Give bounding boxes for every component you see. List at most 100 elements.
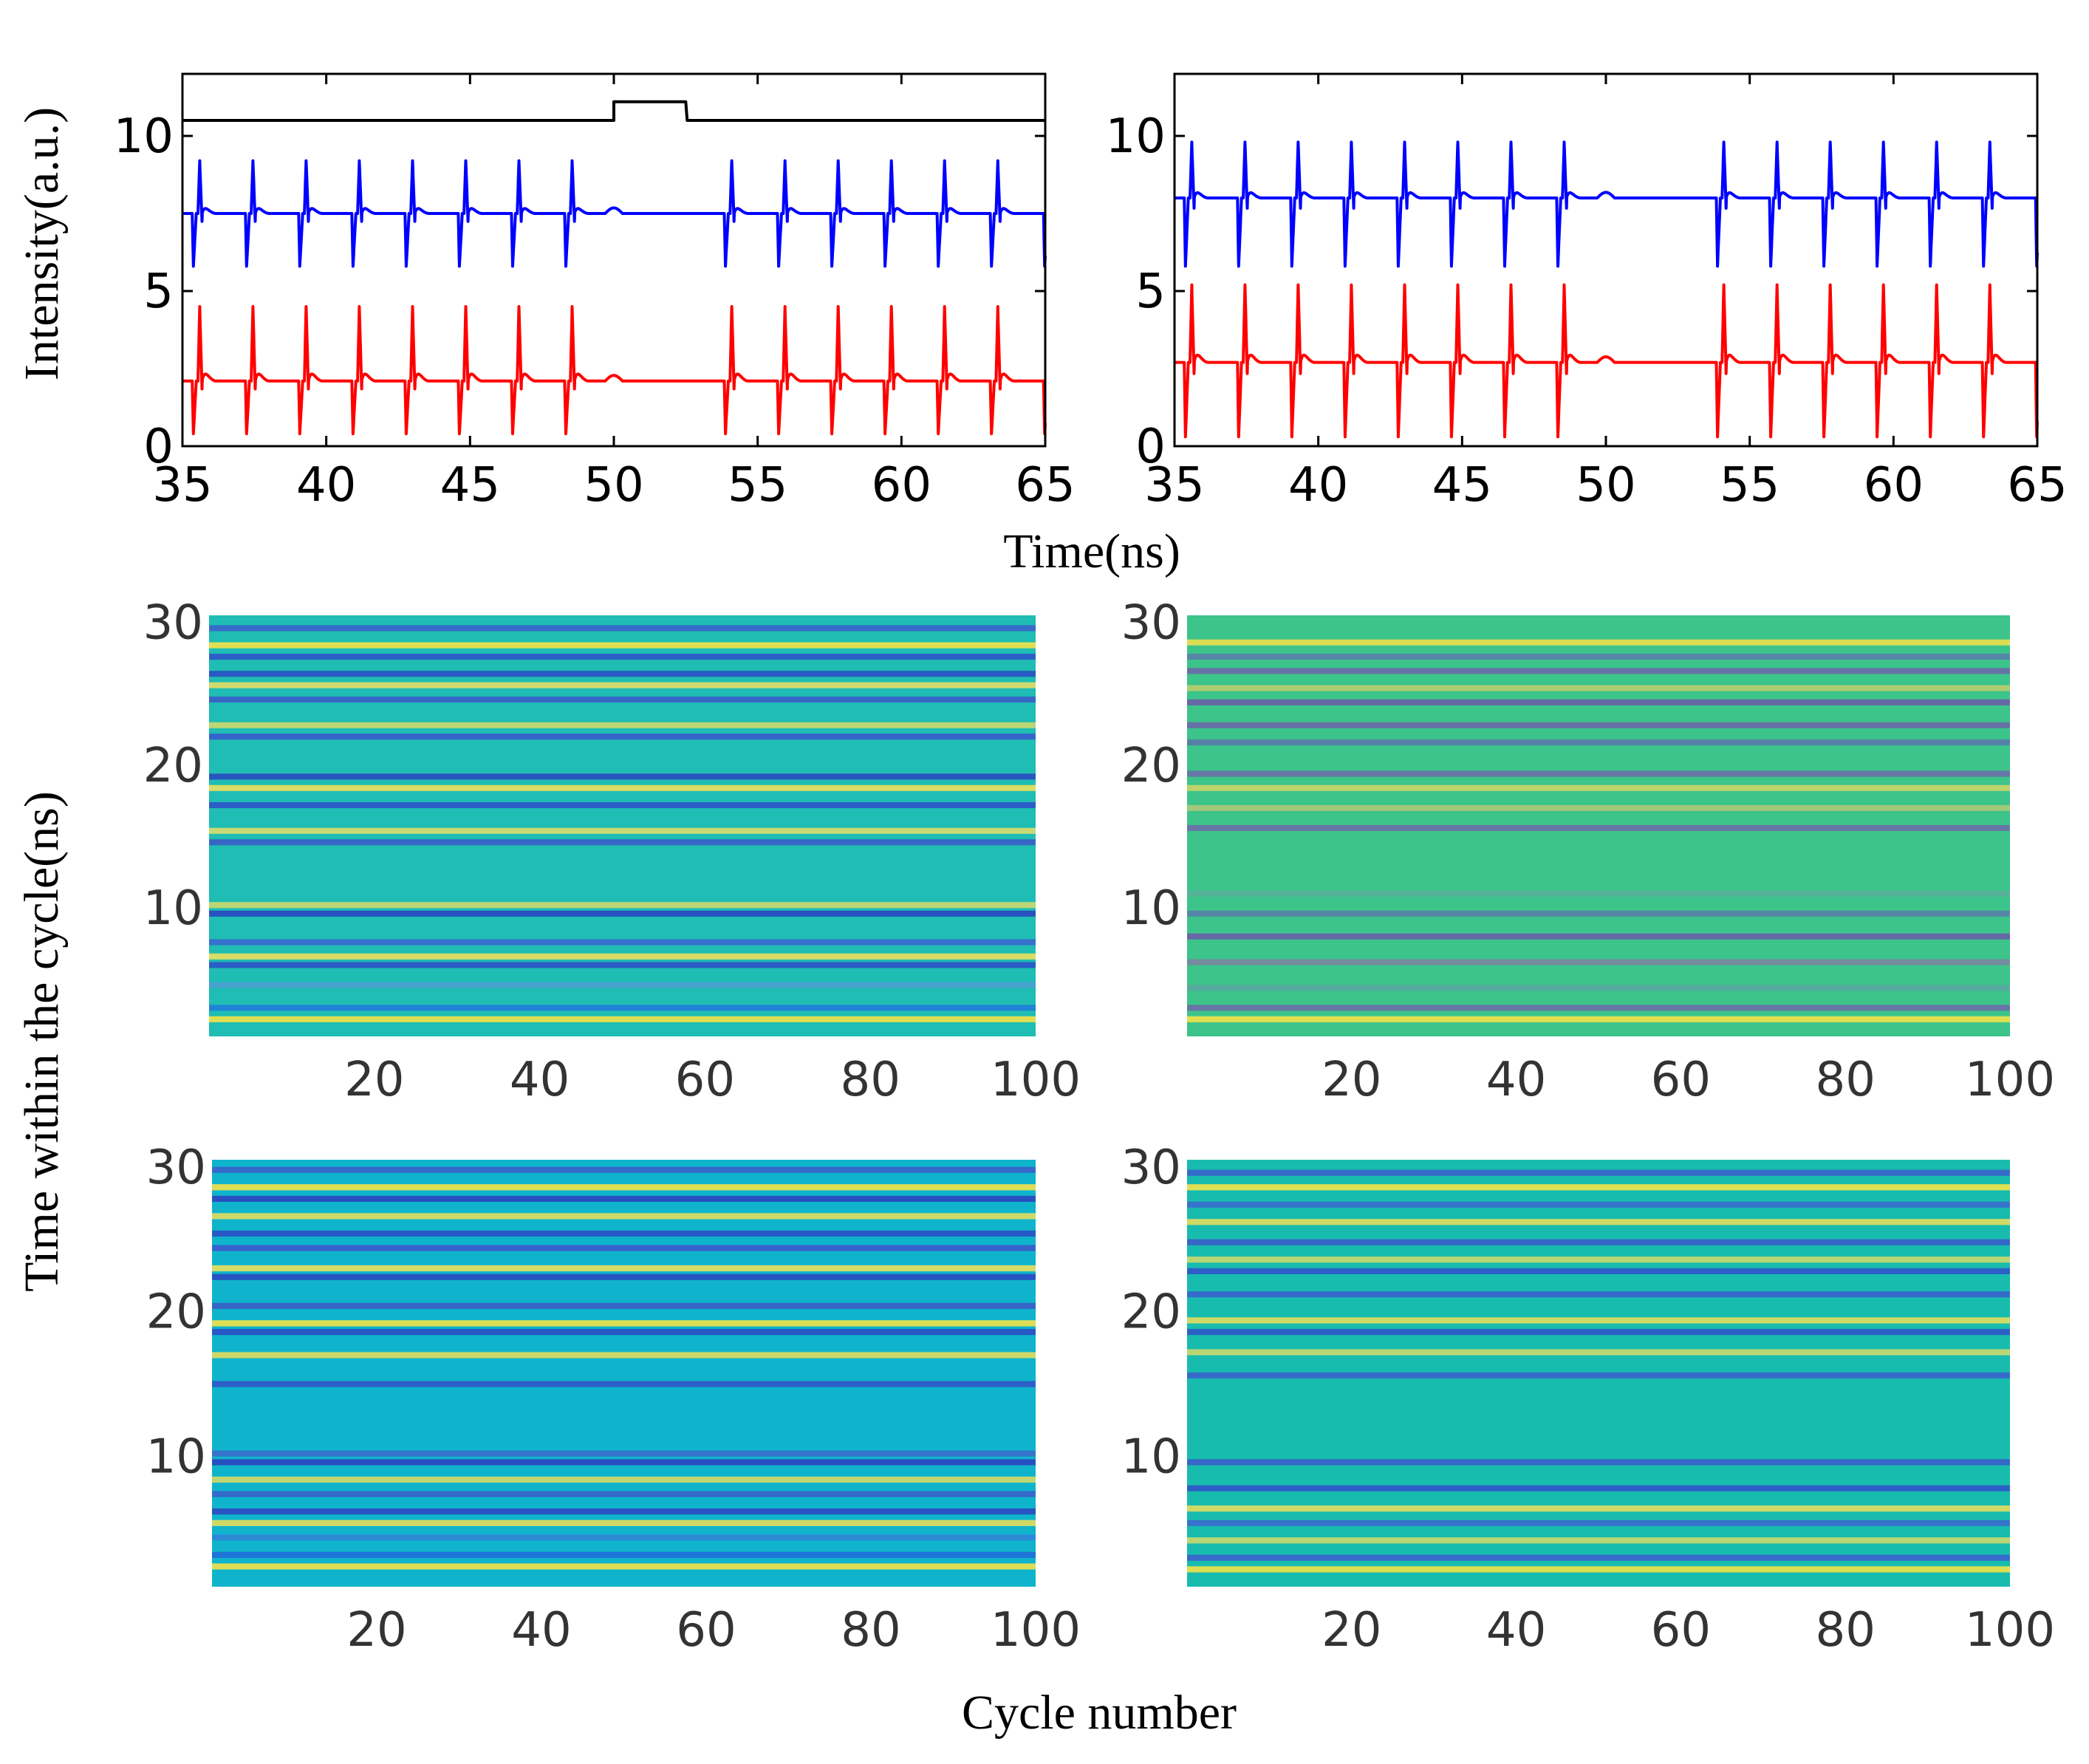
heatmap-stripe-a1 <box>209 784 1036 791</box>
heatmap-stripe-b1 <box>1187 685 2010 691</box>
heatmap-stripe-a2 <box>212 1551 1036 1559</box>
x-tick-label-a1: 60 <box>675 1053 735 1107</box>
heatmap-stripe-b1 <box>1187 804 2010 811</box>
y-tick-label-a: 5 <box>143 264 174 319</box>
x-tick-label-b1: 100 <box>1965 1053 2055 1107</box>
x-tick-label-a2: 40 <box>511 1603 571 1658</box>
x-tick-label-b2: 60 <box>1651 1603 1711 1658</box>
chart-panel-a1: 20 40 60 80 100 10 20 30 <box>143 596 1081 1107</box>
heatmap-stripe-a2 <box>212 1459 1036 1466</box>
x-tick-label-b: 35 <box>1144 458 1204 513</box>
heatmap-stripe-b2 <box>1187 1372 2010 1379</box>
heatmap-stripe-b2 <box>1187 1566 2010 1573</box>
y-tick-label-b2: 20 <box>1121 1285 1181 1340</box>
heatmap-stripe-b1 <box>1187 784 2010 791</box>
heatmap-stripe-a2 <box>212 1230 1036 1237</box>
heatmap-stripe-a2 <box>212 1213 1036 1220</box>
heatmap-stripe-b2 <box>1187 1459 2010 1466</box>
x-tick-label-b2: 20 <box>1322 1603 1381 1658</box>
y-tick-label-a1: 30 <box>143 596 203 651</box>
heatmap-stripe-a1 <box>209 1005 1036 1011</box>
heatmap-stripe-b2 <box>1187 1291 2010 1298</box>
chart-panel-b1: 20 40 60 80 100 10 20 30 <box>1121 596 2056 1107</box>
heatmap-stripe-b1 <box>1187 933 2010 940</box>
x-tick-label-b: 65 <box>2007 458 2067 513</box>
heatmap-stripe-a1 <box>209 902 1036 909</box>
x-tick-label-a2: 60 <box>676 1603 736 1658</box>
x-tick-label-b1: 80 <box>1815 1053 1875 1107</box>
y-tick-label-a2: 10 <box>146 1430 206 1485</box>
heatmap-stripe-a1 <box>209 982 1036 988</box>
x-tick-label-b2: 40 <box>1486 1603 1546 1658</box>
x-tick-label-b: 55 <box>1720 458 1779 513</box>
heatmap-stripe-a1 <box>209 801 1036 809</box>
heatmap-stripe-a1 <box>209 827 1036 834</box>
y-tick-label-b2: 30 <box>1121 1141 1181 1195</box>
y-tick-label-a1: 20 <box>143 739 203 793</box>
heatmap-stripe-b2 <box>1187 1317 2010 1324</box>
x-tick-label-a2: 100 <box>991 1603 1081 1658</box>
heatmap-stripe-b1 <box>1187 959 2010 965</box>
x-tick-label-a: 45 <box>440 458 500 513</box>
x-tick-label-b: 50 <box>1576 458 1635 513</box>
x-tick-label-a: 55 <box>728 458 787 513</box>
heatmap-stripe-b1 <box>1187 639 2010 646</box>
heatmap-stripe-b2 <box>1187 1184 2010 1191</box>
heatmap-stripe-a1 <box>209 734 1036 740</box>
x-tick-label-b1: 20 <box>1322 1053 1381 1107</box>
x-tick-label-a2: 80 <box>841 1603 900 1658</box>
heatmap-stripe-b2 <box>1187 1329 2010 1336</box>
heatmap-stripe-b1 <box>1187 824 2010 831</box>
x-axis-label-time: Time(ns) <box>1003 524 1180 578</box>
chart-panel-a: 35 40 45 50 55 60 65 0 5 10 <box>114 72 1076 513</box>
heatmap-stripe-a1 <box>209 839 1036 846</box>
heatmap-stripe-a1 <box>209 773 1036 780</box>
x-tick-label-a: 35 <box>152 458 212 513</box>
series-line-b-blue <box>1173 140 2039 268</box>
heatmap-stripe-a2 <box>212 1166 1036 1173</box>
x-tick-label-b1: 40 <box>1486 1053 1546 1107</box>
heatmap-stripe-a2 <box>212 1184 1036 1191</box>
y-tick-label-a2: 20 <box>146 1285 206 1340</box>
series-line-b-red <box>1173 283 2039 439</box>
heatmap-stripe-a1 <box>209 653 1036 660</box>
series-line-a-red <box>181 305 1047 436</box>
heatmap-stripe-b2 <box>1187 1239 2010 1245</box>
heatmap-stripe-b1 <box>1187 1016 2010 1022</box>
heatmap-stripe-a2 <box>212 1352 1036 1358</box>
x-tick-label-a2: 20 <box>346 1603 406 1658</box>
x-tick-label-b: 45 <box>1432 458 1492 513</box>
heatmap-stripe-a2 <box>212 1519 1036 1526</box>
y-axis-label-cycle-time: Time within the cycle(ns) <box>15 791 69 1292</box>
heatmap-stripe-b1 <box>1187 722 2010 728</box>
x-tick-label-a: 40 <box>296 458 356 513</box>
heatmap-stripe-b2 <box>1187 1554 2010 1561</box>
x-tick-label-a: 50 <box>584 458 643 513</box>
series-line-a-modulation <box>182 100 1045 122</box>
heatmap-stripe-a2 <box>212 1491 1036 1497</box>
heatmap-stripe-b2 <box>1187 1257 2010 1263</box>
heatmap-stripe-b2 <box>1187 1537 2010 1544</box>
heatmap-stripe-b2 <box>1187 1485 2010 1491</box>
heatmap-stripe-a2 <box>212 1476 1036 1483</box>
y-tick-label-b1: 20 <box>1121 739 1181 793</box>
heatmap-stripe-b1 <box>1187 739 2010 746</box>
y-tick-label-a2: 30 <box>146 1141 206 1195</box>
heatmap-stripe-a2 <box>212 1195 1036 1203</box>
heatmap-stripe-b2 <box>1187 1349 2010 1356</box>
heatmap-stripe-a1 <box>209 722 1036 728</box>
heatmap-stripe-a2 <box>212 1320 1036 1327</box>
x-tick-label-b: 60 <box>1864 458 1924 513</box>
x-tick-label-b1: 60 <box>1651 1053 1711 1107</box>
heatmap-stripe-a2 <box>212 1381 1036 1387</box>
panels-layer: 35 40 45 50 55 60 65 0 5 10 35 40 45 50 55 60 65 0 5 10 20 40… <box>114 72 2068 1658</box>
series-line-a-blue <box>181 159 1047 268</box>
heatmap-stripe-b1 <box>1187 668 2010 674</box>
heatmap-stripe-a2 <box>212 1450 1036 1457</box>
y-tick-label-b: 10 <box>1106 109 1166 164</box>
x-axis-label-cycle-number: Cycle number <box>962 1686 1237 1740</box>
heatmap-stripe-a1 <box>209 671 1036 677</box>
heatmap-stripe-b2 <box>1187 1268 2010 1274</box>
heatmap-stripe-a2 <box>212 1534 1036 1541</box>
